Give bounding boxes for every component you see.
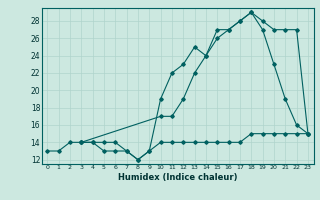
X-axis label: Humidex (Indice chaleur): Humidex (Indice chaleur) <box>118 173 237 182</box>
